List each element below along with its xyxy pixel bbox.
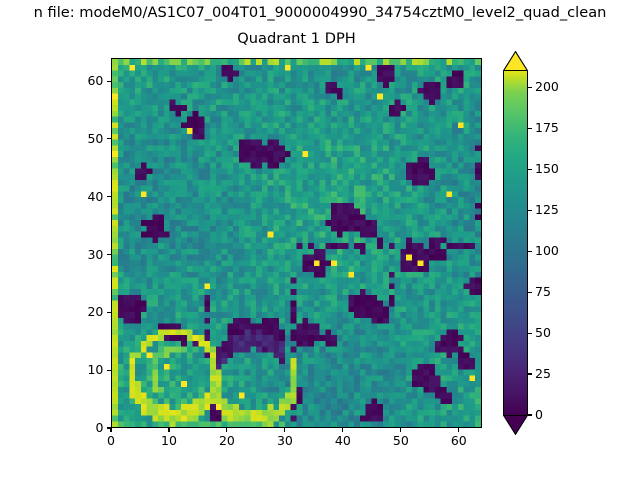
y-tick-mark [107, 427, 111, 429]
y-tick-mark [107, 138, 111, 140]
x-tick-mark [168, 428, 170, 432]
x-tick-label: 40 [334, 433, 351, 448]
colorbar-tick-label: 75 [535, 284, 551, 300]
y-tick-label: 10 [87, 362, 104, 378]
x-tick-mark [284, 428, 286, 432]
colorbar-tick-mark [528, 332, 532, 334]
y-tick-mark [107, 311, 111, 313]
x-tick-label: 50 [392, 433, 409, 448]
colorbar-gradient [503, 71, 528, 415]
x-tick-mark [110, 428, 112, 432]
y-tick-label: 50 [87, 130, 104, 146]
x-tick-mark [342, 428, 344, 432]
y-tick-mark [107, 80, 111, 82]
y-tick-label: 40 [87, 188, 104, 204]
y-tick-label: 60 [87, 73, 104, 89]
x-tick-label: 10 [161, 433, 177, 448]
colorbar-tick-label: 100 [535, 243, 559, 259]
y-tick-label: 30 [87, 246, 104, 262]
heatmap-image [112, 59, 481, 427]
colorbar-tick-mark [528, 127, 532, 129]
x-tick-mark [226, 428, 228, 432]
colorbar-tick-label: 0 [535, 407, 543, 422]
colorbar-tick-label: 125 [535, 202, 559, 218]
colorbar-tick-mark [528, 291, 532, 293]
colorbar-tick-label: 50 [535, 325, 551, 341]
y-tick-label: 20 [87, 304, 104, 320]
colorbar-extend-low-cap [502, 414, 529, 436]
x-tick-label: 30 [276, 433, 293, 448]
x-tick-label: 0 [107, 433, 115, 448]
colorbar-tick-mark [528, 86, 532, 88]
colorbar-tick-mark [528, 250, 532, 252]
colorbar-tick-mark [528, 209, 532, 211]
colorbar-tick-label: 175 [535, 120, 559, 136]
colorbar: 0 25 50 75 100 125 150 175 200 [502, 50, 559, 436]
x-tick-mark [458, 428, 460, 432]
x-tick-label: 60 [450, 433, 467, 448]
colorbar-tick-mark [528, 168, 532, 170]
colorbar-tick-label: 150 [535, 161, 559, 177]
axes-title: Quadrant 1 DPH [237, 30, 356, 47]
heatmap-axes [111, 58, 482, 428]
x-tick-mark [400, 428, 402, 432]
colorbar-tick-label: 25 [535, 366, 551, 382]
y-tick-label: 0 [95, 420, 104, 435]
x-tick-label: 20 [218, 433, 235, 448]
colorbar-extend-high-cap [502, 50, 529, 72]
colorbar-tick-mark [528, 414, 532, 416]
figure-suptitle: n file: modeM0/AS1C07_004T01_9000004990_… [33, 4, 607, 21]
y-tick-mark [107, 369, 111, 371]
y-tick-mark [107, 254, 111, 256]
colorbar-tick-label: 200 [535, 79, 559, 95]
y-tick-mark [107, 196, 111, 198]
colorbar-tick-mark [528, 373, 532, 375]
